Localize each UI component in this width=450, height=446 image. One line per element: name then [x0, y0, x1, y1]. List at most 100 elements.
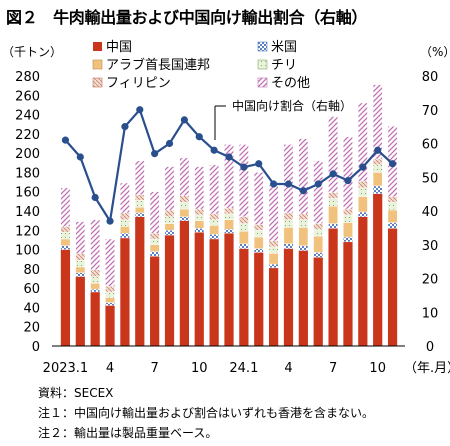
- y-tick-label: 120: [15, 224, 40, 239]
- bar-segment-philippines: [120, 212, 130, 220]
- bar-segment-china: [179, 220, 190, 346]
- bar-segment-chile: [134, 200, 145, 208]
- bar-segment-uae: [313, 235, 324, 253]
- bar-segment-uae: [387, 209, 398, 223]
- bar-segment-chile: [268, 246, 279, 254]
- bar-segment-china: [328, 228, 338, 346]
- bar-segment-philippines: [134, 194, 145, 201]
- bar-segment-uae: [239, 231, 249, 244]
- bar-segment-other: [224, 144, 234, 209]
- y-tick-label: 140: [15, 205, 40, 220]
- bar-segment-china: [268, 267, 279, 346]
- bar-segment-other: [209, 164, 219, 215]
- y-tick-label: 80: [23, 263, 40, 278]
- bar-segment-china: [343, 241, 353, 346]
- line-label: 中国向け割合（右軸）: [232, 98, 352, 113]
- bar-segment-china: [194, 232, 204, 346]
- bar-segment-usa: [268, 263, 279, 269]
- bar-segment-usa: [149, 251, 160, 257]
- legend-label-usa: 米国: [271, 40, 297, 55]
- bar-segment-uae: [194, 220, 205, 229]
- note-1: 注１：中国向け輸出量および割合はいずれも香港を含まない。: [38, 406, 375, 420]
- bar-segment-chile: [209, 219, 219, 226]
- legend-label-uae: アラブ首長国連邦: [106, 57, 210, 73]
- bar-segment-philippines: [149, 232, 160, 240]
- y2-tick-label: 40: [422, 205, 439, 220]
- bar-segment-chile: [164, 216, 175, 224]
- bar-segment-chile: [239, 223, 249, 232]
- line-layer: [61, 106, 397, 225]
- bar-segment-uae: [343, 222, 353, 238]
- china-share-point: [151, 150, 159, 158]
- bar-segment-philippines: [387, 196, 398, 203]
- bar-segment-china: [75, 276, 85, 346]
- bar-segment-other: [105, 238, 115, 287]
- bar-segment-other: [90, 219, 100, 271]
- y-tick-label: 100: [15, 244, 40, 259]
- bar-segment-china: [358, 216, 368, 346]
- bar-segment-other: [164, 166, 175, 211]
- bar-segment-other: [283, 144, 294, 214]
- bar-segment-uae: [179, 208, 190, 217]
- y2-tick-label: 30: [422, 239, 439, 254]
- bar-segment-chile: [387, 202, 398, 211]
- bar-segment-chile: [298, 219, 309, 228]
- bar-segment-china: [224, 233, 234, 346]
- bar-segment-uae: [75, 266, 86, 273]
- legend-label-other: その他: [271, 76, 310, 91]
- bar-segment-usa: [283, 243, 294, 249]
- bar-segment-usa: [328, 223, 338, 229]
- legend-swatch-philippines: [92, 77, 103, 88]
- bar-segment-other: [358, 102, 368, 182]
- bar-segment-other: [194, 166, 205, 210]
- bar-segment-uae: [90, 283, 100, 290]
- x-axis-unit: （年.月）: [404, 361, 450, 376]
- y2-tick-label: 50: [422, 171, 439, 186]
- bar-segment-usa: [179, 216, 190, 221]
- bar-segment-philippines: [328, 192, 338, 199]
- bar-segment-philippines: [239, 216, 249, 224]
- bar-segment-china: [150, 256, 160, 346]
- china-share-point: [76, 153, 84, 161]
- china-share-point: [255, 160, 263, 168]
- bar-segment-chile: [149, 238, 160, 245]
- x-tick-label: 4: [106, 361, 114, 376]
- china-share-point: [374, 146, 382, 154]
- bar-segment-uae: [149, 244, 160, 252]
- bar-segment-philippines: [90, 269, 100, 277]
- y-tick-label: 240: [15, 109, 40, 124]
- bar-segment-other: [149, 191, 160, 234]
- legend-label-philippines: フィリピン: [106, 76, 171, 91]
- bar-segment-usa: [343, 236, 353, 243]
- bar-segment-chile: [90, 276, 100, 284]
- bar-segment-chile: [75, 259, 86, 268]
- bar-segment-china: [120, 238, 130, 346]
- bar-segment-philippines: [164, 209, 175, 217]
- bar-segment-uae: [209, 225, 219, 235]
- bar-segment-chile: [179, 202, 190, 210]
- bar-segment-uae: [164, 223, 175, 231]
- bar-segment-uae: [358, 196, 368, 213]
- y2-tick-label: 20: [422, 273, 439, 288]
- bar-segment-chile: [253, 230, 264, 238]
- bar-segment-china: [209, 238, 219, 346]
- figure-title: 図２ 牛肉輸出量および中国向け輸出割合（右軸）: [6, 8, 368, 27]
- bar-segment-china: [164, 235, 175, 346]
- y-tick-label: 60: [23, 282, 40, 297]
- y2-tick-label: 0: [426, 340, 434, 355]
- x-tick-label: 4: [284, 361, 292, 376]
- china-share-point: [91, 193, 99, 202]
- bar-segment-usa: [134, 212, 145, 217]
- line-annotation: 中国向け割合（右軸）: [214, 98, 352, 140]
- bar-segment-philippines: [372, 158, 383, 165]
- bar-segment-philippines: [105, 286, 115, 293]
- bar-segment-uae: [105, 297, 115, 303]
- legend-swatch-chile: [257, 59, 268, 70]
- bar-segment-philippines: [253, 224, 264, 231]
- bar-segment-usa: [105, 302, 115, 306]
- bar-segment-other: [179, 157, 190, 196]
- notes: 資料：SECEX 注１：中国向け輸出量および割合はいずれも香港を含まない。 注２…: [38, 383, 374, 443]
- bar-segment-usa: [60, 245, 71, 250]
- bar-segment-philippines: [358, 180, 368, 189]
- bar-segment-usa: [313, 252, 324, 258]
